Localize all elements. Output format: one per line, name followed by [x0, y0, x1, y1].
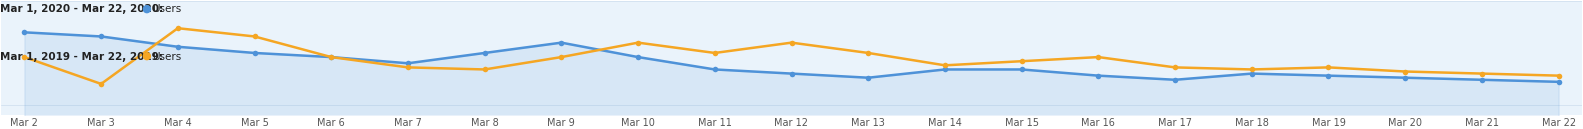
Text: Mar 1, 2019 - Mar 22, 2019:: Mar 1, 2019 - Mar 22, 2019: — [0, 52, 163, 62]
Text: Users: Users — [152, 4, 180, 14]
Text: Users: Users — [152, 52, 180, 62]
Text: Mar 1, 2020 - Mar 22, 2020:: Mar 1, 2020 - Mar 22, 2020: — [0, 4, 163, 14]
Text: ●: ● — [141, 3, 150, 13]
Text: ●: ● — [141, 51, 150, 61]
